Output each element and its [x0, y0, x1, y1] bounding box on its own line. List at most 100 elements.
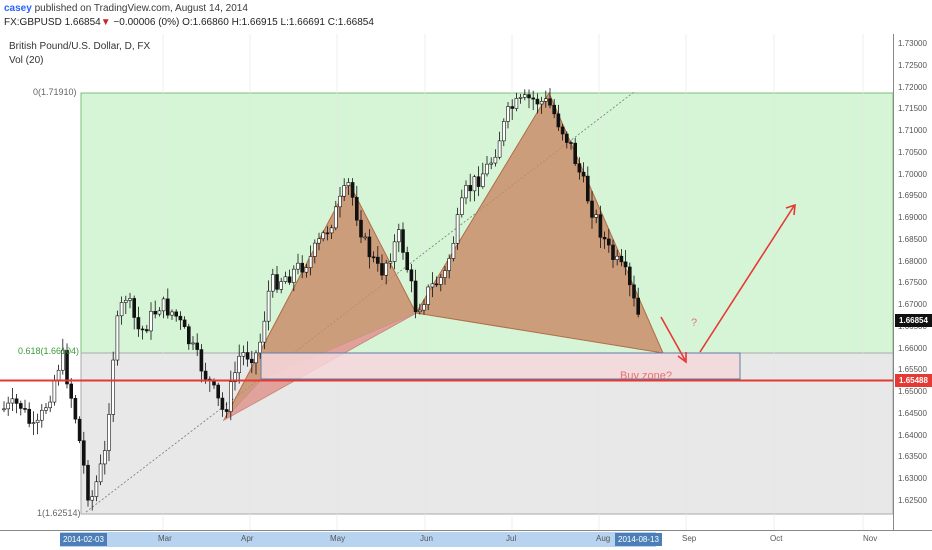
ohlc-values: O:1.66860 H:1.66915 L:1.66691 C:1.66854: [182, 17, 374, 28]
candle-body: [619, 255, 624, 263]
candle-body: [216, 384, 220, 399]
candle-body: [401, 229, 405, 253]
price-change: −0.00006 (0%): [113, 17, 180, 28]
candle-body: [149, 310, 153, 332]
candle-body: [606, 238, 611, 246]
fib-level-618-label: 0.618(1.66104): [18, 346, 80, 356]
candle-body: [140, 328, 145, 331]
candle-body: [497, 140, 502, 158]
candle-body: [191, 342, 195, 345]
candle-body: [317, 238, 321, 244]
candle-body: [166, 298, 170, 316]
time-tick-label: Jul: [506, 534, 517, 543]
candle-body: [170, 311, 174, 316]
candle-body: [342, 185, 347, 197]
candle-body: [514, 98, 519, 109]
up-arrow-head: [785, 203, 796, 216]
candle-body: [413, 280, 418, 312]
candle-body: [2, 408, 6, 411]
candle-body: [94, 481, 99, 497]
candle-body: [350, 182, 355, 198]
time-axis[interactable]: 2014-02-03 2014-08-13 Mar Apr May Jun Jul Aug…: [0, 530, 932, 550]
candle-body: [611, 244, 615, 260]
candle-body: [65, 349, 69, 385]
harmonic-pattern-right[interactable]: [415, 91, 664, 354]
candle-body: [409, 269, 414, 282]
candle-body: [598, 214, 603, 238]
candle-body: [451, 242, 456, 259]
question-mark: ?: [691, 317, 697, 329]
time-range-selection: [60, 532, 656, 547]
candle-body: [422, 304, 426, 311]
candle-body: [283, 276, 288, 282]
candle-body: [384, 262, 389, 276]
candle-body: [371, 256, 376, 259]
candle-body: [443, 270, 447, 278]
candle-body: [501, 121, 506, 142]
candle-body: [602, 237, 607, 240]
candle-body: [531, 97, 536, 100]
candle-body: [325, 232, 330, 235]
candle-body: [438, 277, 443, 285]
candle-body: [203, 370, 208, 380]
candle-body: [333, 206, 338, 229]
candle-body: [388, 261, 393, 264]
price-chart[interactable]: Buy zone? ?: [0, 34, 893, 530]
price-axis[interactable]: 1.73000 1.72500 1.72000 1.71500 1.71000 1.705…: [893, 34, 932, 530]
price-tick-label: 1.71000: [898, 126, 927, 135]
price-tick-label: 1.64000: [898, 430, 927, 440]
price-tick-label: 1.65000: [898, 387, 927, 396]
candle-body: [115, 315, 120, 361]
candle-body: [237, 355, 241, 374]
buy-zone-box[interactable]: [260, 352, 741, 380]
change-down-icon: ▼: [100, 17, 111, 28]
time-tick-label: Jun: [420, 534, 433, 543]
candle-body: [111, 359, 115, 415]
candle-body: [304, 267, 309, 273]
price-tick-label: 1.67500: [898, 278, 927, 288]
candle-body: [480, 173, 485, 187]
candle-body: [233, 372, 237, 382]
time-start-tag: 2014-02-03: [60, 533, 107, 546]
price-tick-label: 1.68500: [898, 234, 927, 244]
price-tick-label: 1.72000: [898, 82, 927, 92]
candle-body: [573, 142, 578, 164]
candle-body: [615, 255, 620, 260]
candle-body: [86, 464, 90, 501]
price-tick-label: 1.72500: [898, 60, 927, 70]
candle-body: [27, 408, 32, 424]
publication-info: casey published on TradingView.com, Augu…: [4, 3, 248, 14]
candle-body: [178, 315, 183, 321]
candle-body: [308, 256, 313, 268]
fib-level-1-label: 1(1.62514): [37, 508, 81, 518]
candle-body: [312, 242, 317, 257]
up-arrow[interactable]: [699, 205, 795, 353]
price-tick-label: 1.68000: [898, 256, 927, 266]
candle-body: [56, 369, 61, 381]
candle-body: [455, 214, 460, 244]
candle-body: [199, 349, 204, 372]
candle-body: [44, 407, 48, 411]
volume-legend[interactable]: Vol (20): [9, 55, 44, 66]
candle-body: [77, 418, 82, 442]
candle-body: [392, 241, 397, 262]
candle-body: [367, 236, 372, 258]
candle-body: [405, 252, 410, 271]
candle-body: [52, 379, 57, 403]
candle-body: [98, 463, 103, 483]
candle-body: [354, 197, 359, 221]
down-arrow[interactable]: [660, 316, 686, 361]
candle-body: [522, 94, 527, 98]
quote-line: FX:GBPUSD 1.66854▼ −0.00006 (0%) O:1.668…: [4, 17, 374, 28]
candle-body: [459, 197, 464, 215]
price-tick-label: 1.69000: [898, 213, 927, 222]
candle-body: [82, 440, 86, 466]
candle-body: [577, 163, 582, 173]
candle-body: [375, 256, 380, 264]
candle-body: [363, 236, 368, 239]
author-link[interactable]: casey: [4, 3, 32, 14]
candle-body: [35, 419, 40, 424]
price-tick-label: 1.62500: [898, 495, 927, 505]
candle-body: [128, 298, 132, 301]
